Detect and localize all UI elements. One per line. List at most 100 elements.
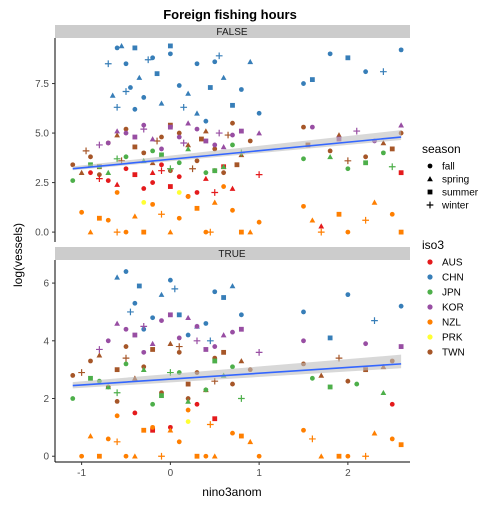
data-point-twn-spring	[318, 372, 325, 378]
data-point-twn-spring	[380, 140, 387, 146]
data-point-jpn-summer	[327, 384, 333, 390]
data-point-nzl-fall	[185, 407, 191, 413]
data-point-chn-fall	[123, 61, 129, 67]
data-point-jpn-winter	[388, 163, 396, 171]
facet-false-trend	[72, 130, 402, 171]
data-point-kor-fall	[301, 338, 306, 344]
data-point-nzl-fall	[389, 436, 395, 442]
data-point-chn-fall	[128, 85, 133, 90]
data-point-jpn-winter	[167, 165, 174, 173]
strip-true	[55, 247, 410, 260]
data-point-jpn-summer	[212, 168, 218, 174]
facet-true-trend	[72, 354, 402, 389]
data-point-jpn-fall	[345, 166, 351, 172]
data-point-twn-spring	[96, 352, 103, 358]
data-point-chn-fall	[132, 106, 138, 112]
data-point-nzl-spring	[309, 217, 316, 223]
data-point-nzl-fall	[123, 229, 129, 235]
legend-key-prk	[427, 334, 433, 340]
data-point-twn-fall	[301, 124, 306, 130]
strip-label-true: TRUE	[218, 249, 246, 260]
data-point-nzl-winter	[317, 228, 325, 236]
data-point-twn-spring	[336, 132, 342, 138]
legend-key-fall	[427, 163, 433, 169]
data-point-jpn-fall	[150, 401, 156, 407]
data-point-chn-spring	[109, 92, 116, 98]
data-point-kor-spring	[114, 128, 121, 134]
data-point-chn-fall	[327, 51, 333, 57]
data-point-chn-winter	[215, 52, 223, 60]
data-point-aus-fall	[194, 190, 200, 195]
legend-season: season fall spring summer winter	[422, 142, 479, 212]
data-point-twn-summer	[185, 381, 191, 387]
data-point-twn-fall	[123, 126, 129, 132]
data-point-nzl-summer	[194, 453, 200, 459]
data-point-nzl-summer	[238, 229, 244, 235]
data-point-chn-fall	[238, 87, 244, 92]
data-point-chn-winter	[144, 56, 152, 64]
data-point-kor-fall	[159, 146, 164, 152]
y-axis-title: log(vessels)	[11, 223, 25, 287]
legend-label-jpn: JPN	[442, 288, 461, 299]
data-point-prk-fall	[185, 419, 191, 424]
data-point-chn-summer	[136, 283, 142, 289]
legend-label-summer: summer	[442, 188, 479, 199]
data-point-nzl-summer	[96, 215, 102, 221]
data-point-nzl-winter	[362, 452, 369, 460]
data-point-aus-winter	[255, 171, 263, 179]
data-point-chn-summer	[154, 71, 160, 77]
facet-true-y-axis: 0 2 4 6	[43, 260, 56, 463]
data-point-kor-spring	[220, 144, 227, 150]
data-point-jpn-fall	[230, 364, 235, 370]
x-tick-label: 1	[256, 468, 262, 479]
data-point-twn-fall	[247, 138, 253, 144]
legend-label-twn: TWN	[442, 348, 465, 359]
data-point-kor-summer	[167, 124, 173, 130]
data-point-twn-fall	[96, 172, 102, 178]
data-point-jpn-spring	[105, 169, 112, 175]
data-point-nzl-summer	[398, 442, 404, 448]
data-point-chn-spring	[220, 74, 227, 80]
data-point-chn-fall	[185, 332, 191, 338]
legend-label-spring: spring	[442, 175, 469, 186]
data-point-nzl-spring	[131, 213, 138, 219]
data-point-jpn-fall	[70, 396, 76, 401]
data-point-kor-spring	[114, 320, 121, 326]
data-point-kor-spring	[185, 120, 192, 126]
data-point-jpn-spring	[220, 163, 227, 170]
data-point-aus-fall	[176, 174, 182, 180]
data-point-chn-summer	[167, 43, 173, 49]
data-point-nzl-fall	[114, 413, 120, 419]
data-point-twn-winter	[82, 147, 90, 155]
data-point-kor-fall	[176, 134, 182, 140]
data-point-jpn-summer	[363, 160, 369, 166]
data-point-kor-summer	[398, 344, 404, 349]
data-point-chn-summer	[176, 312, 182, 318]
data-point-jpn-spring	[105, 384, 112, 390]
y-tick-label: 2.5	[35, 178, 49, 189]
data-point-chn-winter	[371, 317, 378, 324]
data-point-jpn-fall	[301, 156, 306, 162]
data-point-chn-fall	[363, 69, 369, 75]
data-point-kor-spring	[398, 122, 405, 128]
data-point-twn-summer	[132, 144, 138, 150]
data-point-kor-spring	[149, 136, 156, 142]
data-point-nzl-fall	[114, 190, 120, 195]
data-point-twn-spring	[185, 142, 192, 148]
data-point-aus-summer	[212, 416, 218, 422]
data-point-nzl-fall	[389, 211, 395, 217]
facet-false: FALSE 0.0 2.5 5.0 7.5	[35, 25, 410, 242]
y-tick-label: 0.0	[35, 228, 49, 239]
data-point-nzl-spring	[371, 199, 378, 205]
data-point-chn-fall	[150, 315, 156, 321]
x-tick-label: -1	[77, 468, 86, 479]
data-point-kor-spring	[256, 130, 263, 136]
data-point-chn-spring	[247, 58, 254, 65]
data-point-twn-fall	[70, 373, 76, 378]
data-point-chn-summer	[207, 85, 213, 90]
data-point-nzl-summer	[336, 211, 342, 217]
data-point-kor-summer	[203, 347, 209, 352]
data-point-aus-summer	[398, 170, 404, 176]
y-tick-label: 4	[43, 336, 49, 347]
data-point-chn-winter	[113, 103, 121, 111]
